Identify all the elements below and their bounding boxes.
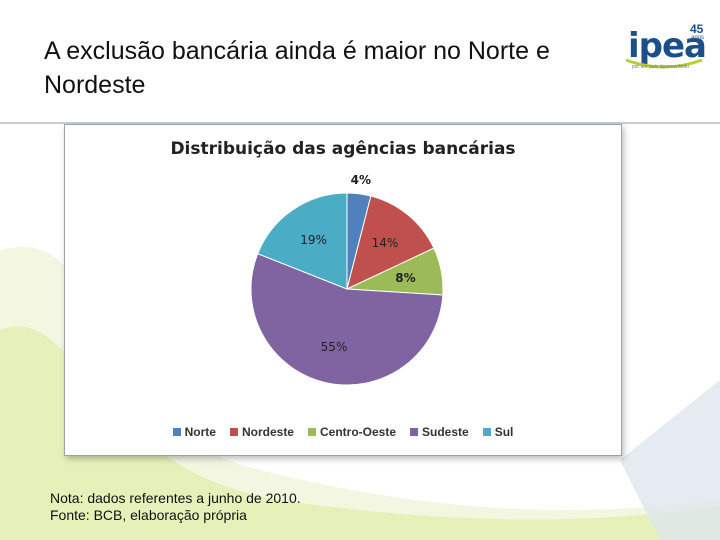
- legend-swatch-norte: [172, 428, 181, 436]
- legend-swatch-centro-oeste: [307, 428, 316, 436]
- pie-slice-nordeste: [346, 195, 435, 290]
- pie-label-sudeste: 55%: [321, 340, 348, 354]
- legend-item-centro-oeste: Centro-Oeste: [307, 425, 396, 439]
- legend-label-nordeste: Nordeste: [241, 425, 294, 439]
- chart-legend: Norte Nordeste Centro-Oeste Sudeste Sul: [65, 425, 621, 439]
- pie-label-centro-oeste: 8%: [395, 271, 415, 285]
- legend-label-sul: Sul: [494, 425, 514, 439]
- pie-label-norte: 4%: [351, 173, 371, 187]
- footnote: Nota: dados referentes a junho de 2010. …: [50, 490, 301, 524]
- legend-label-sudeste: Sudeste: [422, 425, 469, 439]
- pie-label-nordeste: 14%: [372, 236, 399, 250]
- title-bar: A exclusão bancária ainda é maior no Nor…: [0, 0, 720, 124]
- logo-arc-icon: [625, 58, 703, 69]
- pie-label-sul: 19%: [300, 233, 327, 247]
- logo-anniversary-number: 45: [690, 22, 704, 36]
- slide-title: A exclusão bancária ainda é maior no Nor…: [44, 37, 550, 99]
- legend-label-norte: Norte: [184, 425, 216, 439]
- pie-slice-sul: [257, 192, 348, 290]
- logo-tagline: por um país desenvolvido: [632, 64, 689, 70]
- pie-chart: 4% 14% 8% 55% 19%: [250, 173, 444, 386]
- legend-swatch-sudeste: [410, 428, 418, 436]
- ipea-logo: ipea 45 anos por um país desenvolvido: [624, 22, 716, 80]
- legend-swatch-sul: [482, 428, 491, 436]
- legend-swatch-nordeste: [229, 428, 238, 436]
- chart-container: Distribuição das agências bancárias 4% 14…: [64, 124, 622, 456]
- legend-item-sul: Sul: [482, 425, 514, 439]
- footnote-line-2: Fonte: BCB, elaboração própria: [50, 507, 247, 523]
- chart-title: Distribuição das agências bancárias: [170, 139, 516, 159]
- logo-anos-text: anos: [691, 35, 705, 41]
- pie-slice-sudeste: [250, 253, 444, 386]
- legend-label-centro-oeste: Centro-Oeste: [319, 425, 396, 439]
- legend-item-nordeste: Nordeste: [229, 425, 294, 439]
- logo-wordmark: ipea: [628, 26, 707, 66]
- legend-item-norte: Norte: [172, 425, 216, 439]
- legend-item-sudeste: Sudeste: [410, 425, 469, 439]
- footnote-line-1: Nota: dados referentes a junho de 2010.: [50, 490, 301, 506]
